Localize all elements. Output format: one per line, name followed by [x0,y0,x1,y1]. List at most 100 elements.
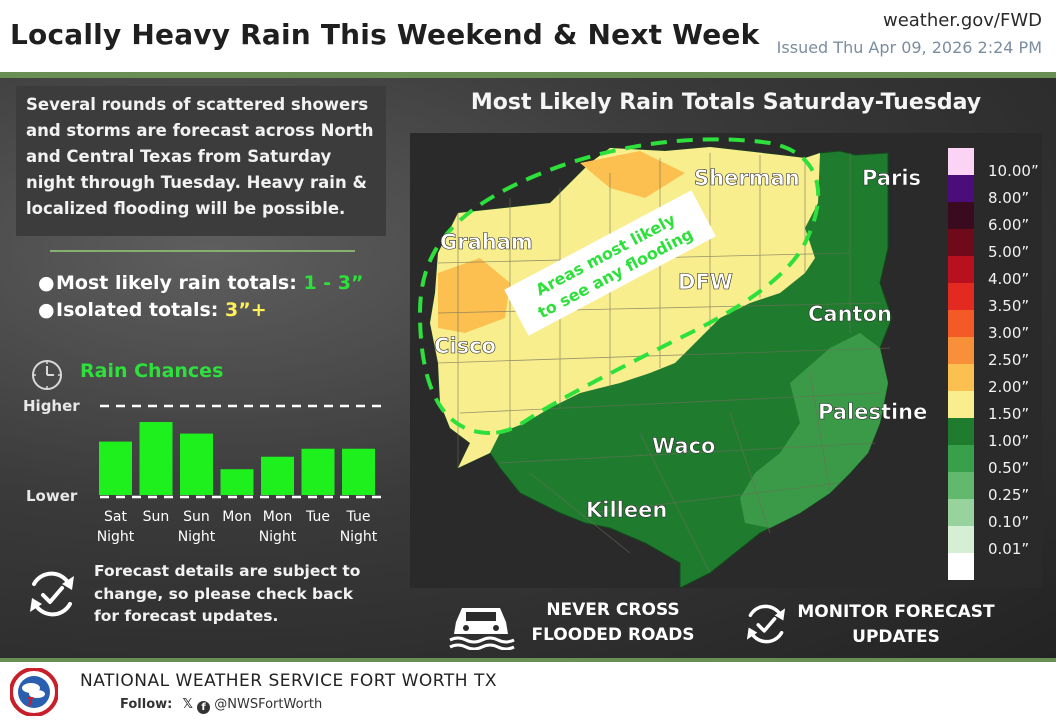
legend-swatch [948,391,974,418]
summary-text: Several rounds of scattered showers and … [26,95,374,218]
facebook-icon[interactable]: f [197,701,211,714]
legend-label: 3.50” [988,297,1030,315]
follow-row: Follow: 𝕏 f @NWSFortWorth [120,697,322,714]
page-title: Locally Heavy Rain This Weekend & Next W… [10,18,760,51]
refresh-check-icon [746,604,786,644]
never-cross-text: NEVER CROSS FLOODED ROADS [528,598,698,648]
legend-label: 0.25” [988,486,1030,504]
divider [50,250,355,252]
legend-label: 4.00” [988,270,1030,288]
city-canton: Canton [808,302,892,326]
bullet: ● [38,299,55,321]
legend-swatch [948,526,974,553]
city-dfw: DFW [678,270,733,294]
rain-chance-bar [139,422,173,495]
nws-logo-icon [10,668,58,716]
legend-swatch [948,229,974,256]
likely-totals-value: 1 - 3” [303,272,364,294]
follow-label: Follow: [120,697,173,712]
rain-chance-tick-label: Night [178,529,216,545]
isolated-totals-label: Isolated totals: [56,299,226,321]
rain-chance-tick-label: Sat [104,509,127,525]
never-cross-line-1: NEVER CROSS [546,600,680,620]
rain-chance-bar [180,433,213,495]
city-killeen: Killeen [586,498,667,522]
rain-chance-tick-label: Night [97,529,135,545]
rain-chance-tick-label: Sun [183,509,210,525]
site-link[interactable]: weather.gov/FWD [882,10,1042,31]
isolated-totals-value: 3”+ [225,299,267,321]
legend-swatch [948,364,974,391]
legend-label: 1.00” [988,432,1030,450]
legend-swatch [948,445,974,472]
legend-label: 5.00” [988,243,1030,261]
rain-chance-bar [342,448,375,495]
bullet: ● [38,272,55,294]
monitor-line-1: MONITOR FORECAST [797,602,995,622]
issued-timestamp: Issued Thu Apr 09, 2026 2:24 PM [776,38,1042,57]
legend-label: 2.00” [988,378,1030,396]
flooded-car-icon [449,608,515,650]
rain-chance-tick-label: Night [259,529,297,545]
city-waco: Waco [652,434,715,458]
footer: NATIONAL WEATHER SERVICE FORT WORTH TX F… [0,658,1056,720]
higher-label: Higher [23,397,80,415]
legend-label: 0.50” [988,459,1030,477]
likely-totals-row: ●Most likely rain totals: 1 - 3” [16,270,386,297]
monitor-line-2: UPDATES [852,627,940,647]
legend-swatch [948,337,974,364]
legend-swatch [948,553,974,580]
rain-chance-bar [261,456,294,495]
legend-label: 1.50” [988,405,1030,423]
legend-swatch [948,310,974,337]
rain-chances-chart: Higher Lower Sat Night Sun Sun Night Mon Mon Ni… [23,397,382,545]
footer-accent-bar [0,658,1056,662]
city-palestine: Palestine [818,400,927,424]
rain-chance-bar [301,448,335,495]
header: Locally Heavy Rain This Weekend & Next W… [0,0,1056,72]
region-orange-west [438,258,510,333]
city-graham: Graham [440,230,533,254]
flood-risk-outline [417,137,821,436]
rain-chance-tick-label: Tue [346,509,371,525]
forecast-note: Forecast details are subject to change, … [16,560,386,635]
legend-label: 0.01” [988,540,1030,558]
totals-list: ●Most likely rain totals: 1 - 3” ●Isolat… [16,270,386,324]
legend-swatch [948,283,974,310]
safety-row: NEVER CROSS FLOODED ROADS MONITOR FORECA… [410,592,1042,654]
rain-chance-tick-label: Tue [305,509,330,525]
region-yellow [430,147,820,468]
rain-chance-tick-label: Mon [263,509,293,525]
lower-label: Lower [26,487,78,505]
monitor-text: MONITOR FORECAST UPDATES [796,600,996,650]
org-name: NATIONAL WEATHER SERVICE FORT WORTH TX [80,671,497,691]
city-paris: Paris [862,166,921,190]
legend-label: 0.10” [988,513,1030,531]
rain-chance-bar [220,469,254,495]
rain-chances-title: Rain Chances [80,360,224,382]
legend-label: 8.00” [988,189,1030,207]
refresh-check-icon [30,571,74,617]
isolated-totals-row: ●Isolated totals: 3”+ [16,297,386,324]
rain-chance-tick-label: Night [340,529,378,545]
legend-swatch [948,148,974,175]
legend-swatch [948,418,974,445]
x-logo-icon[interactable]: 𝕏 [182,697,193,712]
legend-swatch [948,175,974,202]
legend-label: 3.00” [988,324,1030,342]
legend-swatch [948,202,974,229]
rain-chance-tick-label: Mon [222,509,252,525]
legend-label: 6.00” [988,216,1030,234]
city-sherman: Sherman [694,166,800,190]
summary-box: Several rounds of scattered showers and … [16,86,386,236]
rainfall-legend [948,148,974,580]
likely-totals-label: Most likely rain totals: [56,272,304,294]
region-light-green [740,333,888,528]
social-handle[interactable]: @NWSFortWorth [214,697,323,712]
rain-chance-bar [99,441,132,495]
clock-icon [32,360,62,390]
header-accent-bar [0,72,1056,78]
legend-swatch [948,472,974,499]
legend-swatch [948,499,974,526]
map-title: Most Likely Rain Totals Saturday-Tuesday [470,90,982,115]
